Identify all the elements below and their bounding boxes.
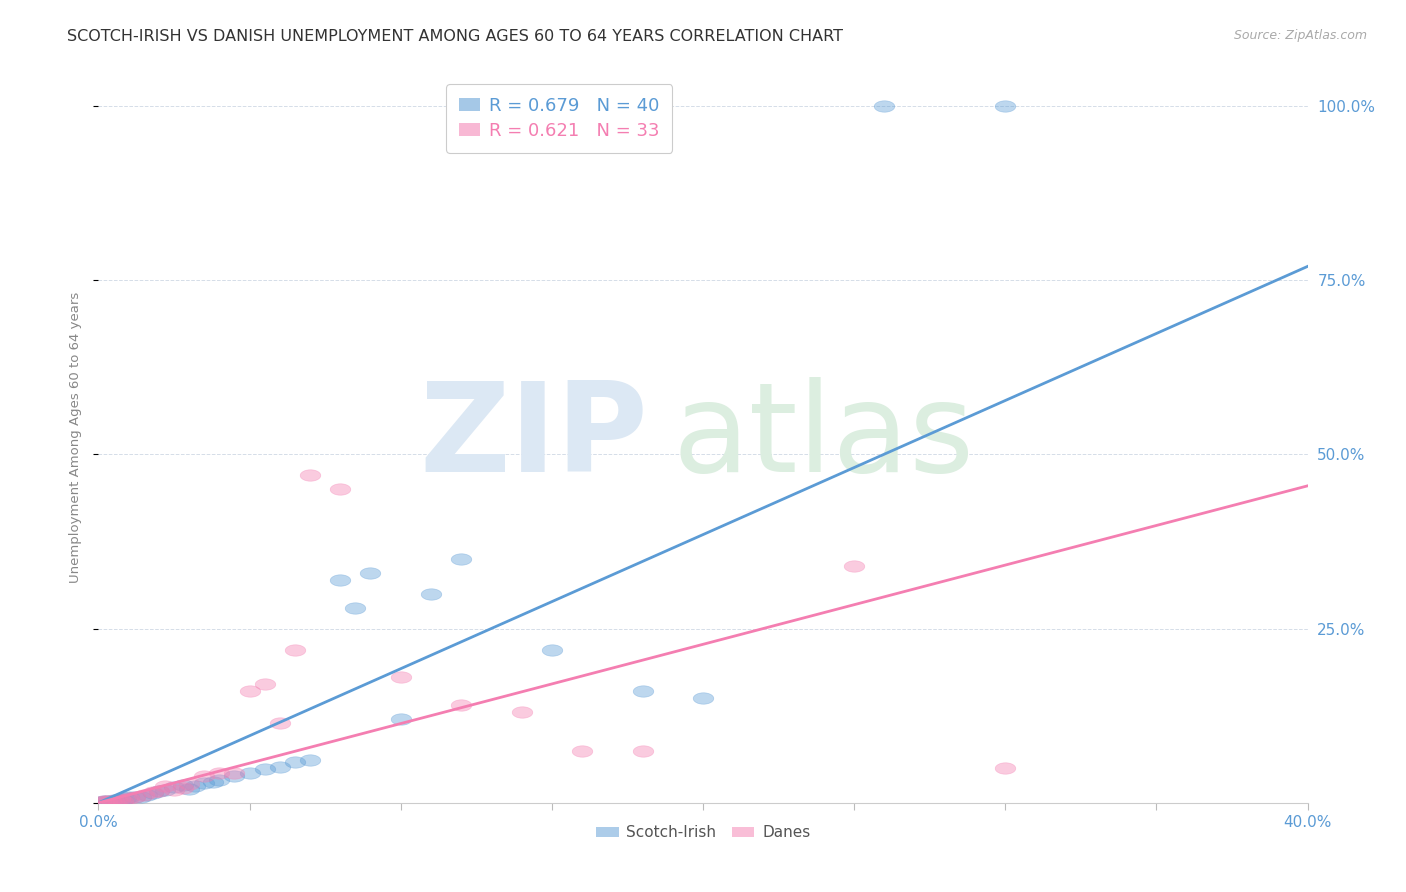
Point — [103, 794, 125, 808]
Point — [284, 756, 307, 770]
Point — [269, 759, 291, 773]
Point — [193, 769, 215, 783]
Point — [124, 789, 146, 804]
Point — [118, 791, 141, 805]
Point — [202, 775, 225, 789]
Point — [329, 483, 352, 497]
Point — [284, 642, 307, 657]
Point — [142, 786, 165, 800]
Point — [208, 772, 231, 787]
Y-axis label: Unemployment Among Ages 60 to 64 years: Unemployment Among Ages 60 to 64 years — [69, 292, 83, 582]
Legend: Scotch-Irish, Danes: Scotch-Irish, Danes — [589, 819, 817, 847]
Point — [96, 794, 118, 808]
Point — [540, 642, 562, 657]
Point — [148, 784, 170, 798]
Point — [873, 99, 896, 113]
Point — [132, 788, 155, 802]
Point — [124, 790, 146, 805]
Point — [239, 765, 262, 780]
Point — [389, 712, 412, 726]
Point — [420, 587, 443, 601]
Point — [299, 468, 322, 483]
Point — [90, 795, 112, 809]
Point — [631, 743, 654, 757]
Point — [105, 794, 128, 808]
Point — [299, 753, 322, 767]
Point — [172, 781, 194, 796]
Point — [148, 784, 170, 798]
Point — [96, 794, 118, 808]
Point — [193, 776, 215, 790]
Point — [108, 793, 131, 807]
Point — [571, 743, 593, 757]
Point — [90, 795, 112, 809]
Point — [239, 684, 262, 698]
Point — [224, 769, 246, 783]
Point — [360, 566, 382, 580]
Point — [253, 763, 276, 777]
Point — [510, 705, 533, 719]
Point — [450, 552, 472, 566]
Text: SCOTCH-IRISH VS DANISH UNEMPLOYMENT AMONG AGES 60 TO 64 YEARS CORRELATION CHART: SCOTCH-IRISH VS DANISH UNEMPLOYMENT AMON… — [67, 29, 844, 45]
Point — [100, 794, 122, 808]
Point — [105, 793, 128, 807]
Point — [253, 677, 276, 691]
Point — [93, 794, 115, 808]
Point — [111, 794, 134, 808]
Point — [269, 715, 291, 730]
Point — [994, 99, 1017, 113]
Point — [631, 684, 654, 698]
Point — [163, 782, 186, 797]
Point — [153, 782, 176, 797]
Point — [844, 558, 866, 573]
Point — [224, 765, 246, 780]
Point — [118, 789, 141, 804]
Point — [450, 698, 472, 713]
Point — [172, 778, 194, 792]
Point — [129, 789, 152, 804]
Point — [994, 761, 1017, 775]
Point — [103, 793, 125, 807]
Point — [163, 780, 186, 794]
Text: Source: ZipAtlas.com: Source: ZipAtlas.com — [1233, 29, 1367, 43]
Point — [179, 777, 201, 791]
Point — [142, 785, 165, 799]
Text: ZIP: ZIP — [419, 376, 648, 498]
Point — [100, 795, 122, 809]
Text: atlas: atlas — [673, 376, 974, 498]
Point — [111, 793, 134, 807]
Point — [344, 600, 367, 615]
Point — [692, 691, 714, 706]
Point — [329, 573, 352, 587]
Point — [93, 794, 115, 808]
Point — [153, 779, 176, 793]
Point — [114, 791, 136, 805]
Point — [135, 788, 157, 802]
Point — [179, 781, 201, 796]
Point — [389, 670, 412, 684]
Point — [184, 779, 207, 793]
Point — [208, 765, 231, 780]
Point — [108, 792, 131, 806]
